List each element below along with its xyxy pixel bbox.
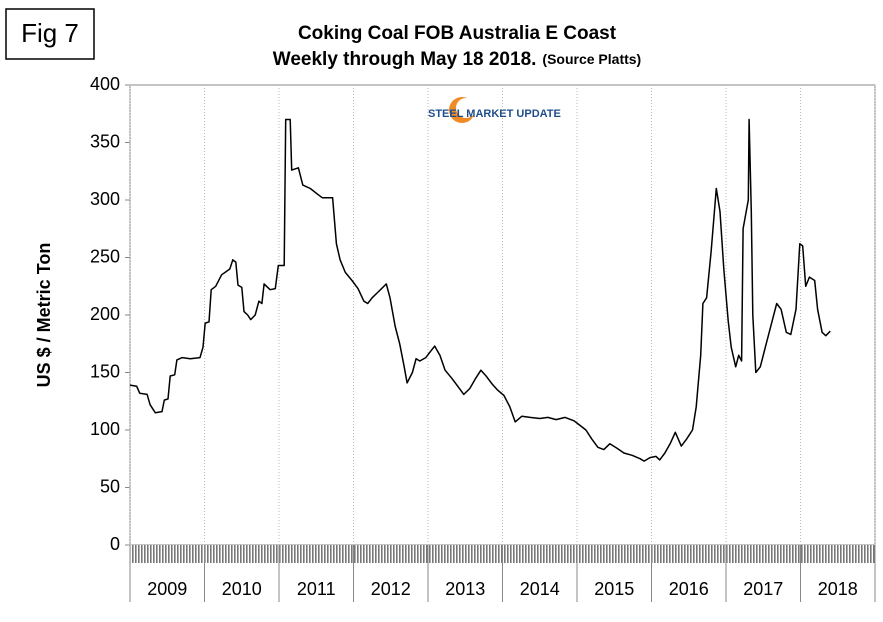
x-category-label: 2012 [371, 579, 411, 599]
y-tick-label: 0 [110, 534, 120, 554]
y-tick-label: 400 [90, 74, 120, 94]
y-tick-label: 150 [90, 361, 120, 381]
x-category-label: 2009 [147, 579, 187, 599]
x-category-label: 2010 [222, 579, 262, 599]
x-category-label: 2016 [669, 579, 709, 599]
y-tick-label: 50 [100, 476, 120, 496]
logo-text: STEEL MARKET UPDATE [428, 108, 561, 120]
x-category-label: 2011 [297, 579, 336, 599]
y-tick-label: 200 [90, 304, 120, 324]
x-category-label: 2013 [445, 579, 485, 599]
subtitle-text: Weekly through May 18 2018. [273, 49, 537, 70]
y-tick-label: 300 [90, 189, 120, 209]
y-tick-label: 100 [90, 419, 120, 439]
logo-icon-cut [456, 98, 476, 118]
x-category-label: 2017 [743, 579, 783, 599]
y-tick-label: 250 [90, 246, 120, 266]
figure-box [5, 8, 95, 60]
source-text: (Source Platts) [542, 51, 641, 67]
x-category-label: 2014 [520, 579, 560, 599]
chart-subtitle: Weekly through May 18 2018. (Source Platt… [273, 49, 641, 70]
logo: STEEL MARKET UPDATE [428, 97, 561, 123]
y-axis-label: US $ / Metric Ton [34, 243, 54, 388]
chart-title: Coking Coal FOB Australia E Coast [298, 23, 617, 44]
figure-label: Fig 7 [21, 18, 79, 48]
y-tick-label: 350 [90, 131, 120, 151]
x-category-label: 2018 [818, 579, 858, 599]
price-line [129, 118, 831, 462]
x-category-label: 2015 [594, 579, 634, 599]
